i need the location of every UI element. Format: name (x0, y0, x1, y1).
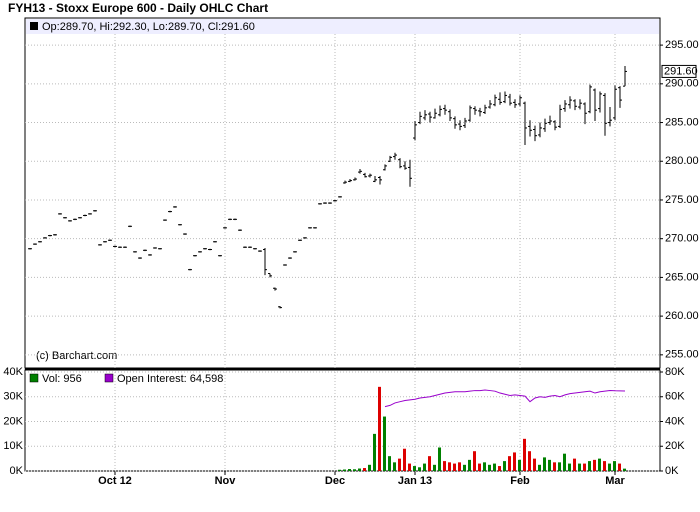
volume-bar (483, 462, 486, 471)
x-tick-label: Dec (325, 475, 345, 487)
volume-bar (343, 469, 346, 471)
x-tick-label: Feb (510, 475, 530, 487)
volume-bar (353, 469, 356, 471)
last-price-box (661, 64, 697, 78)
volume-bar (338, 469, 341, 471)
volume-bar (378, 386, 381, 471)
volume-bar (398, 458, 401, 471)
volume-bar (363, 468, 366, 471)
info-icon (30, 22, 38, 30)
y-tick-label: 275.00 (665, 194, 699, 206)
open-interest-line (384, 389, 626, 408)
info-bar (26, 19, 659, 34)
y2-tick-label: 40K (665, 415, 685, 427)
y-tick-label: 0K (10, 465, 24, 477)
legend-swatch (104, 373, 114, 383)
volume-bar (553, 462, 556, 471)
y-tick-label: 255.00 (665, 349, 699, 361)
volume-bar (523, 438, 526, 471)
volume-bar (498, 466, 501, 471)
x-tick-label: Jan 13 (398, 475, 432, 487)
volume-bar (563, 453, 566, 471)
volume-bar (423, 463, 426, 471)
volume-bar (383, 416, 386, 471)
volume-bar (373, 433, 376, 471)
volume-bar (528, 451, 531, 471)
y2-tick-label: 60K (665, 391, 685, 403)
volume-bar (493, 463, 496, 471)
x-tick-label: Mar (605, 475, 625, 487)
volume-bar (393, 462, 396, 471)
chart-title: FYH13 - Stoxx Europe 600 - Daily OHLC Ch… (8, 1, 268, 15)
volume-bar (403, 448, 406, 471)
volume-bar (618, 463, 621, 471)
y-tick-label: 10K (3, 440, 23, 452)
y-tick-label: 270.00 (665, 233, 699, 245)
volume-bar (543, 457, 546, 471)
volume-bar (503, 461, 506, 471)
volume-bar (613, 461, 616, 471)
volume-bar (508, 456, 511, 471)
volume-bar (593, 459, 596, 471)
volume-bar (418, 467, 421, 471)
y-tick-label: 295.00 (665, 39, 699, 51)
y-tick-label: 260.00 (665, 310, 699, 322)
volume-bar (588, 461, 591, 471)
volume-bar (413, 466, 416, 471)
volume-bar (568, 463, 571, 471)
x-tick-label: Nov (215, 475, 237, 487)
volume-bar (443, 461, 446, 471)
volume-bar (538, 464, 541, 471)
volume-bar (478, 463, 481, 471)
y-tick-label: 20K (3, 415, 23, 427)
volume-bar (548, 459, 551, 471)
volume-bar (578, 463, 581, 471)
volume-bar (533, 458, 536, 471)
credit: (c) Barchart.com (36, 350, 117, 362)
y-tick-label: 30K (3, 391, 23, 403)
volume-bar (453, 463, 456, 471)
volume-bar (428, 456, 431, 471)
volume-bar (598, 458, 601, 471)
volume-bar (608, 463, 611, 471)
volume-bar (388, 456, 391, 471)
y-tick-label: 290.00 (665, 78, 699, 90)
volume-bar (583, 463, 586, 471)
legend-swatch (29, 373, 39, 383)
volume-bar (623, 468, 626, 471)
y-tick-label: 285.00 (665, 116, 699, 128)
info-label: Op:289.70, Hi:292.30, Lo:289.70, Cl:291.… (42, 21, 255, 33)
legend-label: Vol: 956 (42, 373, 82, 385)
volume-bar (463, 464, 466, 471)
y2-tick-label: 80K (665, 366, 685, 378)
volume-bar (518, 459, 521, 471)
volume-bar (473, 451, 476, 471)
volume-bar (438, 447, 441, 471)
y-tick-label: 265.00 (665, 271, 699, 283)
x-tick-label: Oct 12 (98, 475, 132, 487)
volume-bar (458, 462, 461, 471)
y-tick-label: 280.00 (665, 155, 699, 167)
volume-bar (368, 464, 371, 471)
volume-bar (358, 468, 361, 471)
volume-bar (558, 462, 561, 471)
y2-tick-label: 0K (665, 465, 679, 477)
volume-bar (488, 464, 491, 471)
volume-bar (448, 462, 451, 471)
volume-bar (468, 459, 471, 471)
y2-tick-label: 20K (665, 440, 685, 452)
legend-label: Open Interest: 64,598 (117, 373, 223, 385)
volume-bar (573, 458, 576, 471)
last-price-label: 291.60 (664, 65, 698, 77)
y-tick-label: 40K (3, 366, 23, 378)
volume-bar (408, 463, 411, 471)
volume-bar (348, 469, 351, 471)
volume-bar (433, 464, 436, 471)
volume-bar (603, 461, 606, 471)
volume-bar (513, 452, 516, 471)
